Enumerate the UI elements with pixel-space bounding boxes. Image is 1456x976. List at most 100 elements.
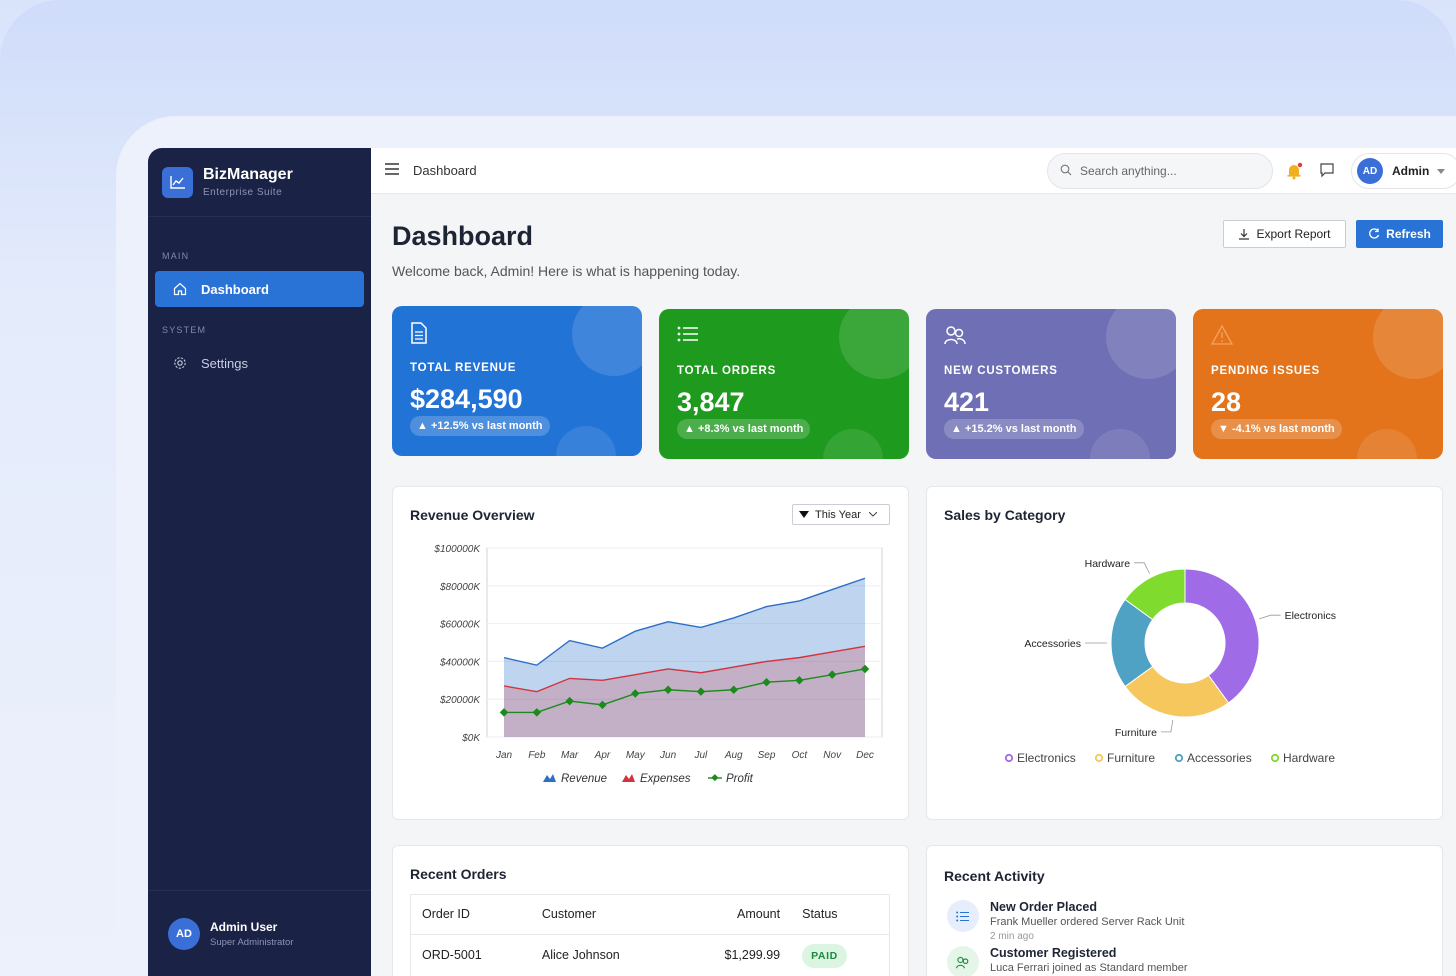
- profit-point: [729, 685, 738, 694]
- slice-label: Furniture: [1115, 727, 1157, 739]
- users-icon: [944, 325, 966, 350]
- table-header-row: Order ID Customer Amount Status: [411, 895, 889, 935]
- y-tick-label: $100000K: [433, 544, 481, 555]
- export-report-button[interactable]: Export Report: [1223, 220, 1346, 248]
- avatar: AD: [1357, 158, 1383, 184]
- kpi-change: ▲ +8.3% vs last month: [677, 419, 811, 439]
- legend-swatch: [1270, 753, 1280, 763]
- order-customer: Alice Johnson: [541, 948, 620, 963]
- x-tick-label: Nov: [823, 750, 842, 761]
- slice-label: Accessories: [1024, 638, 1081, 650]
- legend-swatch: [1094, 753, 1104, 763]
- chat-icon[interactable]: [1319, 162, 1335, 183]
- kpi-card-orders[interactable]: TOTAL ORDERS 3,847 ▲ +8.3% vs last month: [659, 309, 909, 459]
- legend-label: Revenue: [561, 773, 607, 785]
- brand: BizManager Enterprise Suite: [148, 148, 371, 217]
- legend-label: Accessories: [1187, 751, 1252, 765]
- activity-item[interactable]: Customer Registered Luca Ferrari joined …: [947, 946, 1187, 976]
- chevron-down-icon: [1437, 162, 1446, 180]
- decor-circle: [1357, 429, 1417, 459]
- donut-slice-hardware: [1124, 568, 1186, 621]
- orders-table: Order ID Customer Amount Status ORD-5001…: [410, 894, 890, 976]
- menu-icon[interactable]: [385, 162, 399, 180]
- brand-name: BizManager: [203, 166, 293, 183]
- kpi-change: ▲ +12.5% vs last month: [410, 416, 550, 436]
- kpi-card-issues[interactable]: PENDING ISSUES 28 ▼ -4.1% vs last month: [1193, 309, 1443, 459]
- activity-title: Customer Registered: [990, 946, 1117, 960]
- area-revenue: [504, 578, 865, 737]
- column-header: Amount: [677, 895, 792, 935]
- kpi-label: TOTAL ORDERS: [677, 365, 777, 377]
- legend-swatch: [1174, 753, 1184, 763]
- download-icon: [1239, 229, 1250, 240]
- category-donut-chart: Electronics Furniture Accessories Hardware E…: [1004, 558, 1336, 765]
- home-icon: [173, 282, 189, 296]
- period-select[interactable]: This Year: [792, 504, 890, 525]
- x-tick-label: Sep: [758, 750, 776, 761]
- kpi-value: $284,590: [410, 384, 523, 414]
- donut-slice-furniture: [1124, 665, 1230, 718]
- users-icon: [947, 946, 979, 976]
- x-tick-label: May: [626, 750, 646, 761]
- search-icon: [1060, 164, 1072, 179]
- search-input[interactable]: Search anything...: [1047, 153, 1273, 189]
- legend-swatch: [622, 774, 635, 782]
- line-profit: [504, 668, 866, 714]
- decor-circle: [556, 426, 616, 456]
- x-tick-label: Jan: [495, 750, 513, 761]
- sidebar-item-label: Settings: [201, 355, 248, 371]
- document-icon: [410, 322, 428, 349]
- column-header: Status: [791, 895, 889, 935]
- refresh-icon: [1369, 228, 1380, 239]
- profit-point: [663, 685, 673, 694]
- chart-logo-icon: [162, 166, 193, 198]
- kpi-label: TOTAL REVENUE: [410, 362, 517, 374]
- nav-section-system: SYSTEM: [162, 325, 207, 335]
- card-title: Sales by Category: [944, 507, 1066, 523]
- decor-circle: [839, 309, 909, 379]
- x-tick-label: Apr: [594, 750, 611, 761]
- legend-swatch: [543, 774, 556, 782]
- page-subtitle: Welcome back, Admin! Here is what is hap…: [392, 263, 741, 279]
- line-revenue: [503, 577, 866, 666]
- sales-category-card: Sales by Category Electronics Furniture Ac…: [926, 486, 1443, 820]
- decor-circle: [1373, 309, 1443, 379]
- table-row[interactable]: ORD-5001 Alice Johnson $1,299.99 PAID: [411, 934, 889, 976]
- x-tick-label: Aug: [724, 750, 743, 761]
- sidebar: BizManager Enterprise Suite MAIN Dashboa…: [148, 148, 371, 976]
- admin-menu[interactable]: AD Admin: [1351, 153, 1456, 189]
- activity-item[interactable]: New Order Placed Frank Mueller ordered S…: [947, 900, 1184, 942]
- caret-down-icon: [799, 511, 809, 518]
- sidebar-item-dashboard[interactable]: Dashboard: [155, 271, 364, 307]
- kpi-value: 421: [944, 387, 990, 417]
- revenue-chart: $100000K $80000K $60000K $40000K $20000K $0K J…: [433, 544, 883, 785]
- profit-point: [631, 689, 640, 698]
- area-expenses: [504, 646, 865, 737]
- main-content: Dashboard Search anything... AD Admin: [371, 148, 1456, 976]
- bell-icon[interactable]: [1285, 162, 1303, 185]
- legend-swatch: [1004, 753, 1014, 763]
- y-tick-label: $80000K: [439, 582, 481, 593]
- slice-label: Electronics: [1285, 610, 1336, 622]
- period-value: This Year: [815, 508, 861, 521]
- card-title: Recent Orders: [410, 866, 507, 882]
- sidebar-item-settings[interactable]: Settings: [155, 345, 364, 381]
- breadcrumb: Dashboard: [413, 163, 477, 178]
- profit-point: [565, 696, 574, 706]
- user-profile[interactable]: AD Admin User Super Administrator: [148, 890, 371, 976]
- refresh-button[interactable]: Refresh: [1356, 220, 1443, 248]
- kpi-card-customers[interactable]: NEW CUSTOMERS 421 ▲ +15.2% vs last month: [926, 309, 1176, 459]
- legend-label: Expenses: [640, 773, 691, 785]
- admin-name: Admin: [1392, 164, 1430, 178]
- topbar: Dashboard Search anything... AD Admin: [371, 148, 1456, 194]
- kpi-card-revenue[interactable]: TOTAL REVENUE $284,590 ▲ +12.5% vs last …: [392, 306, 642, 456]
- y-tick-label: $60000K: [439, 620, 481, 631]
- search-placeholder: Search anything...: [1080, 164, 1177, 178]
- legend-label: Furniture: [1107, 751, 1155, 765]
- recent-orders-card: Recent Orders Order ID Customer Amount S…: [392, 845, 909, 976]
- decor-circle: [1106, 309, 1176, 379]
- profit-point: [499, 708, 509, 717]
- page-title: Dashboard: [392, 221, 534, 251]
- nav-section-main: MAIN: [162, 251, 190, 261]
- kpi-change: ▼ -4.1% vs last month: [1211, 419, 1342, 439]
